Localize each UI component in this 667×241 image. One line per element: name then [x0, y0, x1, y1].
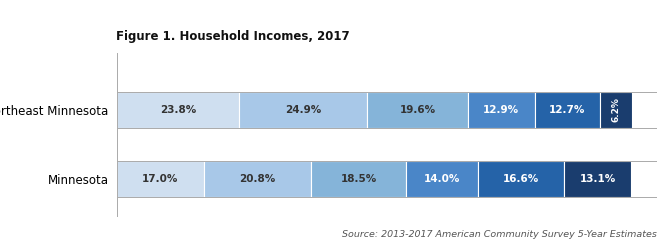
Text: Figure 1. Household Incomes, 2017: Figure 1. Household Incomes, 2017 [116, 30, 350, 43]
Text: 18.5%: 18.5% [341, 174, 377, 184]
Bar [368, 92, 468, 128]
Bar [600, 92, 632, 128]
Text: 13.1%: 13.1% [580, 174, 616, 184]
Bar [117, 161, 204, 197]
Text: 23.8%: 23.8% [160, 105, 196, 115]
Bar [204, 161, 311, 197]
Text: 24.9%: 24.9% [285, 105, 321, 115]
Text: 16.6%: 16.6% [503, 174, 540, 184]
Bar [564, 161, 631, 197]
Bar [117, 92, 239, 128]
Bar [239, 92, 368, 128]
Bar [406, 161, 478, 197]
Bar [311, 161, 406, 197]
Text: Source: 2013-2017 American Community Survey 5-Year Estimates: Source: 2013-2017 American Community Sur… [342, 230, 657, 239]
Text: 17.0%: 17.0% [142, 174, 179, 184]
Text: 14.0%: 14.0% [424, 174, 461, 184]
Text: 19.6%: 19.6% [400, 105, 436, 115]
Text: 6.2%: 6.2% [612, 97, 620, 122]
Bar [468, 92, 534, 128]
Text: 20.8%: 20.8% [239, 174, 276, 184]
Bar [478, 161, 564, 197]
Text: 12.7%: 12.7% [549, 105, 586, 115]
Text: 12.9%: 12.9% [484, 105, 520, 115]
Bar [534, 92, 600, 128]
